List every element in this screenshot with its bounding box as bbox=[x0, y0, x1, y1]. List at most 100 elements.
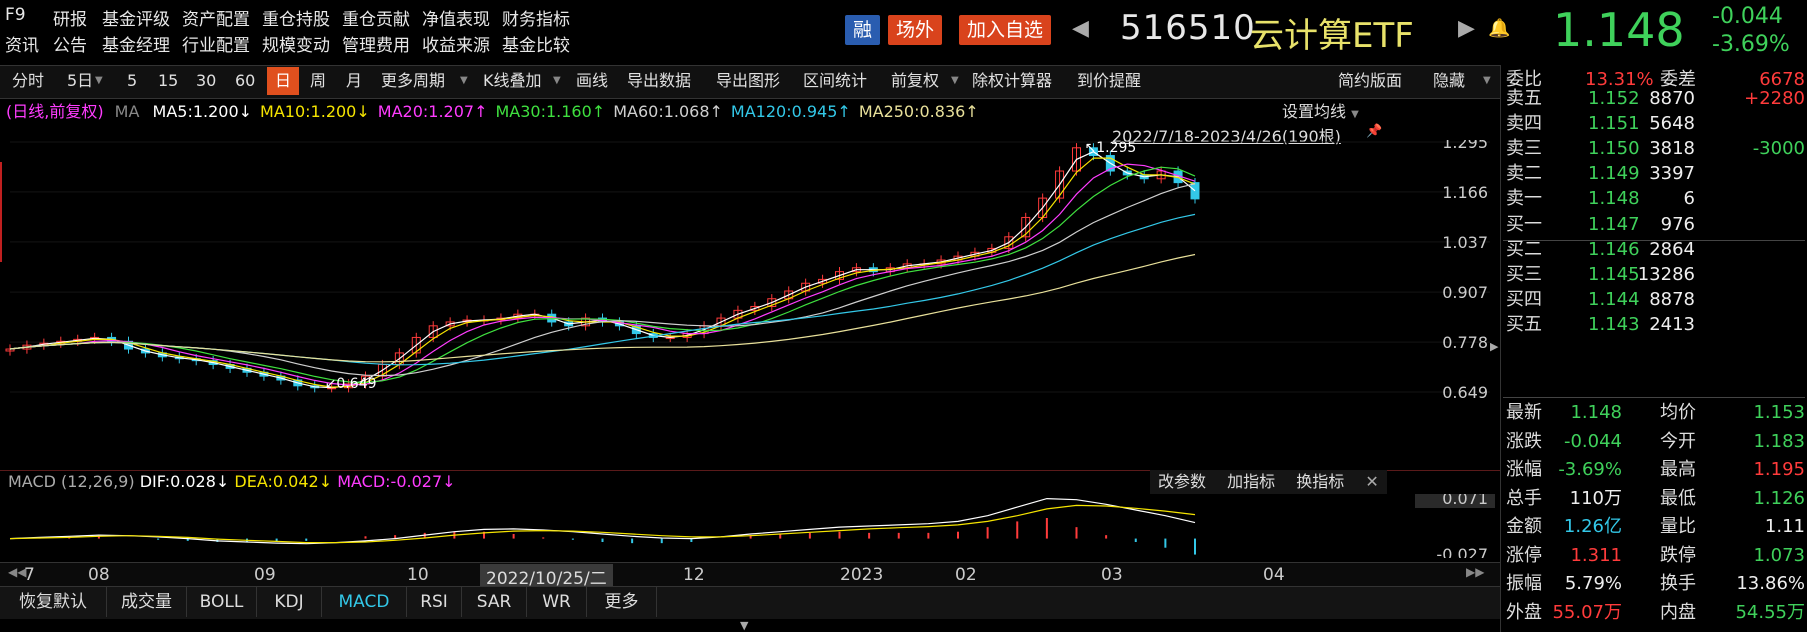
stat-row[interactable]: 振幅 5.79% 换手 13.86% bbox=[1500, 570, 1807, 598]
menu-manager[interactable]: 基金经理 bbox=[102, 36, 170, 56]
bid-row[interactable]: 买三 1.145 13286 bbox=[1500, 261, 1807, 289]
export-data-button[interactable]: 导出数据 bbox=[627, 71, 692, 90]
bid-row[interactable]: 买二 1.146 2864 bbox=[1500, 236, 1807, 264]
tab-kdj[interactable]: KDJ bbox=[257, 587, 322, 617]
rong-badge[interactable]: 融 bbox=[845, 15, 881, 45]
indicator-tabs bbox=[0, 586, 1500, 619]
stat-row[interactable]: 总手 110万 最低 1.126 bbox=[1500, 485, 1807, 513]
stat-row[interactable]: 外盘 55.07万 内盘 54.55万 bbox=[1500, 599, 1807, 627]
ask-row[interactable]: 卖二 1.149 3397 bbox=[1500, 160, 1807, 188]
stat-row[interactable]: 金额 1.26亿 量比 1.11 bbox=[1500, 513, 1807, 541]
bell-icon[interactable]: 🔔 bbox=[1488, 18, 1511, 39]
menu-asset[interactable]: 资产配置 bbox=[182, 10, 250, 30]
next-arrow-icon[interactable]: ▶ bbox=[1458, 16, 1475, 41]
tab-5day[interactable]: 5日 bbox=[67, 71, 94, 90]
menu-research[interactable]: 研报 bbox=[53, 10, 87, 30]
bid-row[interactable]: 买五 1.143 2413 bbox=[1500, 311, 1807, 339]
edit-params-button[interactable]: 改参数 bbox=[1158, 472, 1207, 491]
stat-row[interactable]: 涨幅 -3.69% 最高 1.195 bbox=[1500, 456, 1807, 484]
pin-icon[interactable]: 📌 bbox=[1366, 124, 1383, 139]
stat-label: 跌停 bbox=[1660, 544, 1696, 566]
ma-legend-item: MA250:0.836↑ bbox=[858, 102, 979, 121]
stat-row[interactable]: 涨跌 -0.044 今开 1.183 bbox=[1500, 428, 1807, 456]
tab-boll[interactable]: BOLL bbox=[187, 587, 257, 617]
price-change-pct: -3.69% bbox=[1712, 32, 1790, 57]
tab-wr[interactable]: WR bbox=[527, 587, 587, 617]
chevron-down-icon[interactable]: ▼ bbox=[460, 75, 468, 86]
menu-news[interactable]: 资讯 bbox=[5, 36, 39, 56]
tab-weekly[interactable]: 周 bbox=[310, 71, 327, 90]
simple-layout-button[interactable]: 简约版面 bbox=[1338, 71, 1403, 90]
ask-row[interactable]: 卖三 1.150 3818 -3000 bbox=[1500, 135, 1807, 163]
menu-compare[interactable]: 基金比较 bbox=[502, 36, 570, 56]
chevron-down-icon[interactable]: ▼ bbox=[95, 75, 103, 86]
change-indicator-button[interactable]: 换指标 bbox=[1296, 472, 1345, 491]
scroll-right-icon[interactable]: ▶▶ bbox=[1466, 565, 1485, 579]
menu-income[interactable]: 收益来源 bbox=[422, 36, 490, 56]
collapse-panel-icon[interactable]: ▶ bbox=[1490, 340, 1499, 353]
menu-nav[interactable]: 净值表现 bbox=[422, 10, 490, 30]
fq-button[interactable]: 前复权 bbox=[891, 71, 940, 90]
expand-down-icon[interactable]: ▼ bbox=[740, 619, 749, 632]
last-price: 1.148 bbox=[1553, 3, 1685, 57]
interval-stats-button[interactable]: 区间统计 bbox=[803, 71, 868, 90]
stat-row[interactable]: 涨停 1.311 跌停 1.073 bbox=[1500, 542, 1807, 570]
tab-monthly[interactable]: 月 bbox=[346, 71, 363, 90]
tab-macd[interactable]: MACD bbox=[322, 587, 407, 617]
tab-15min[interactable]: 15 bbox=[158, 71, 179, 90]
add-watchlist-button[interactable]: 加入自选 bbox=[959, 15, 1052, 45]
ma-line bbox=[9, 253, 1196, 363]
scroll-left-icon[interactable]: ◀◀ bbox=[8, 565, 27, 579]
draw-line-button[interactable]: 画线 bbox=[576, 71, 609, 90]
menu-finance[interactable]: 财务指标 bbox=[502, 10, 570, 30]
bid-row[interactable]: 买一 1.147 976 bbox=[1500, 211, 1807, 239]
menu-contrib[interactable]: 重仓贡献 bbox=[342, 10, 410, 30]
more-periods-button[interactable]: 更多周期 bbox=[381, 71, 446, 90]
y-tick-label: 1.037 bbox=[1442, 233, 1488, 252]
menu-holdings[interactable]: 重仓持股 bbox=[262, 10, 330, 30]
menu-industry[interactable]: 行业配置 bbox=[182, 36, 250, 56]
tab-60min[interactable]: 60 bbox=[235, 71, 256, 90]
bid-row[interactable]: 买四 1.144 8878 bbox=[1500, 286, 1807, 314]
kline-overlay-button[interactable]: K线叠加 bbox=[483, 71, 542, 90]
bid-price: 1.146 bbox=[1588, 239, 1640, 260]
bid-price: 1.144 bbox=[1588, 289, 1640, 310]
tab-daily[interactable]: 日 bbox=[267, 67, 299, 95]
menu-rating[interactable]: 基金评级 bbox=[102, 10, 170, 30]
macd-chart[interactable]: 0.071 -0.027 bbox=[0, 494, 1500, 558]
stat-label: 涨幅 bbox=[1506, 459, 1542, 480]
hide-button[interactable]: 隐藏 bbox=[1433, 71, 1466, 90]
tab-5min[interactable]: 5 bbox=[127, 71, 138, 90]
ask-row[interactable]: 卖五 1.152 8870 +2280 bbox=[1500, 85, 1807, 113]
export-chart-button[interactable]: 导出图形 bbox=[716, 71, 781, 90]
menu-fees[interactable]: 管理费用 bbox=[342, 36, 410, 56]
tab-rsi[interactable]: RSI bbox=[407, 587, 462, 617]
close-icon[interactable]: ✕ bbox=[1365, 472, 1379, 491]
chevron-down-icon[interactable]: ▼ bbox=[1483, 75, 1491, 86]
chevron-down-icon[interactable]: ▼ bbox=[951, 75, 959, 86]
kline-chart[interactable]: 1.295 1.166 1.037 0.907 0.778 0.649 ↖1.295 ↙0.6… bbox=[0, 140, 1500, 470]
tab-reset[interactable]: 恢复默认 bbox=[0, 587, 107, 617]
tab-sar[interactable]: SAR bbox=[462, 587, 527, 617]
price-alert-button[interactable]: 到价提醒 bbox=[1077, 71, 1142, 90]
tab-more[interactable]: 更多 bbox=[587, 587, 657, 617]
stat-row[interactable]: 最新 1.148 均价 1.153 bbox=[1500, 399, 1807, 427]
changwai-button[interactable]: 场外 bbox=[888, 15, 943, 45]
stat-label: 换手 bbox=[1660, 573, 1696, 594]
menu-scale[interactable]: 规模变动 bbox=[262, 36, 330, 56]
ask-row[interactable]: 卖四 1.151 5648 bbox=[1500, 110, 1807, 138]
add-indicator-button[interactable]: 加指标 bbox=[1227, 472, 1276, 491]
tab-30min[interactable]: 30 bbox=[196, 71, 217, 90]
tab-intraday[interactable]: 分时 bbox=[12, 71, 45, 90]
menu-announce[interactable]: 公告 bbox=[53, 36, 87, 56]
stat-value: 5.79% bbox=[1564, 573, 1622, 594]
tab-volume[interactable]: 成交量 bbox=[107, 587, 187, 617]
xr-calc-button[interactable]: 除权计算器 bbox=[972, 71, 1053, 90]
set-ma-button[interactable]: 设置均线 ▼ bbox=[1282, 102, 1359, 121]
menu-f9[interactable]: F9 bbox=[5, 5, 26, 25]
stat-value: 1.073 bbox=[1753, 544, 1805, 566]
chevron-down-icon[interactable]: ▼ bbox=[553, 75, 561, 86]
prev-arrow-icon[interactable]: ◀ bbox=[1072, 16, 1089, 41]
ask-row[interactable]: 卖一 1.148 6 bbox=[1500, 185, 1807, 213]
quote-panel bbox=[1500, 65, 1807, 632]
